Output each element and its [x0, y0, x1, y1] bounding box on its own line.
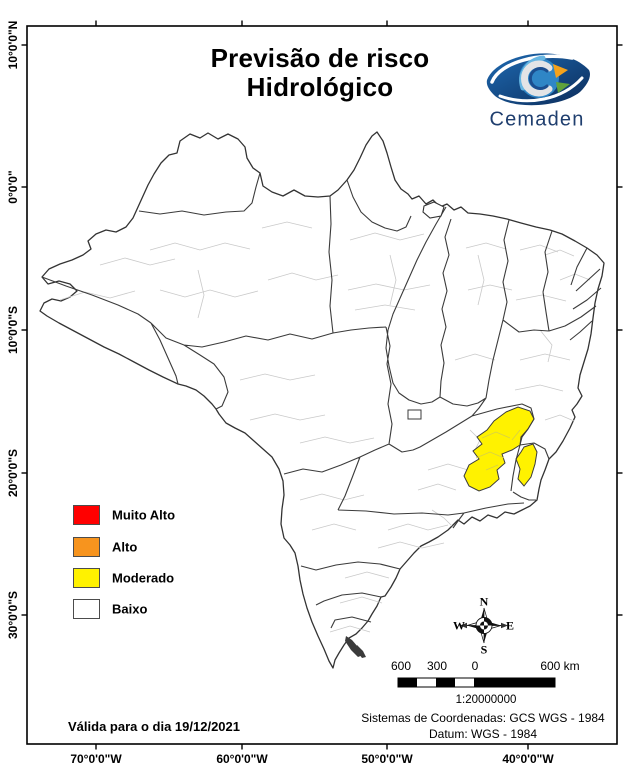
scalebar-label-0: 0: [471, 659, 479, 673]
datum-line: Datum: WGS - 1984: [428, 726, 538, 741]
page-title: Previsão de risco Hidrológico: [170, 44, 470, 102]
legend-label-moderado: Moderado: [112, 570, 175, 586]
lon-label-60w: 60°0'0"W: [216, 752, 268, 766]
compass-rose-icon: [460, 607, 508, 644]
legend-swatch-moderado: [73, 568, 100, 588]
lat-label-30s: 30°0'0"S: [6, 590, 20, 640]
lat-label-10n: 10°0'0"N: [6, 20, 20, 70]
lat-label-0: 0°0'0": [6, 170, 20, 204]
legend-swatch-baixo: [73, 599, 100, 619]
cemaden-logo-icon: [486, 53, 590, 106]
moderate-risk-region: [463, 406, 538, 492]
compass-north-label: N: [479, 594, 489, 609]
legend-label-baixo: Baixo: [112, 601, 148, 617]
scalebar-label-600-left: 600: [390, 659, 412, 673]
scalebar-label-300: 300: [426, 659, 448, 673]
graticule-ticks: [21, 20, 623, 750]
municipality-boundaries: [59, 221, 591, 633]
lon-label-50w: 50°0'0"W: [361, 752, 413, 766]
brazil-outline: [39, 131, 605, 669]
cemaden-wordmark: Cemaden: [489, 108, 585, 131]
coordinate-system-note: Sistemas de Coordenadas: GCS WGS - 1984 …: [361, 711, 604, 742]
title-line-2: Hidrológico: [246, 72, 394, 102]
compass-south-label: S: [480, 642, 488, 657]
scalebar-label-600km: 600 km: [540, 659, 580, 673]
legend-swatch-alto: [73, 536, 100, 557]
lat-label-20s: 20°0'0"S: [6, 448, 20, 498]
lon-label-70w: 70°0'0"W: [70, 752, 122, 766]
scale-ratio: 1:20000000: [455, 694, 517, 706]
compass-west-label: W: [453, 618, 465, 633]
patos-lagoon: [345, 636, 366, 658]
legend-label-muito-alto: Muito Alto: [112, 507, 176, 523]
validity-date: Válida para o dia 19/12/2021: [68, 719, 240, 734]
distrito-federal-box: [407, 409, 422, 420]
state-boundaries: [41, 172, 602, 629]
legend-swatch-muito-alto: [73, 505, 100, 525]
coordinate-system-line: Sistemas de Coordenadas: GCS WGS - 1984: [361, 711, 605, 725]
scale-bar: [397, 677, 556, 688]
map-frame: [26, 25, 618, 745]
lon-label-40w: 40°0'0"W: [502, 752, 554, 766]
legend-label-alto: Alto: [112, 539, 138, 555]
lat-label-10s: 10°0'0"S: [6, 305, 20, 355]
moderate-risk-espirito-santo: [515, 443, 538, 487]
moderate-region-municipalities: [475, 429, 521, 471]
marajo-island: [422, 201, 445, 219]
compass-east-label: E: [505, 618, 515, 633]
title-line-1: Previsão de risco: [210, 43, 430, 73]
